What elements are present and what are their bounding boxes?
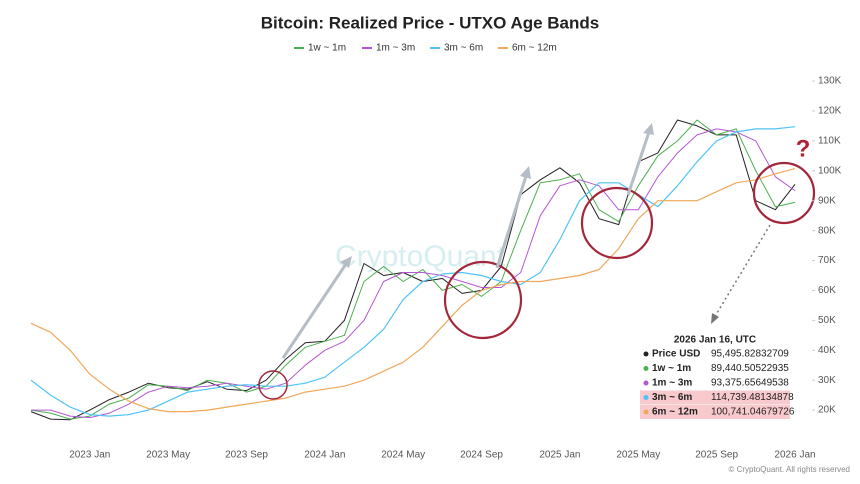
- legend-label[interactable]: 6m ~ 12m: [512, 43, 557, 54]
- x-tick-label: 2024 May: [381, 450, 425, 461]
- series-line: [31, 128, 796, 419]
- tooltip-value: 100,741.04679726: [711, 407, 795, 418]
- tooltip-value: 89,440.50522935: [711, 363, 789, 374]
- y-tick-label: 50K: [818, 315, 836, 326]
- tooltip-name: 1w ~ 1m: [652, 363, 691, 374]
- legend: 1w ~ 1m 1m ~ 3m 3m ~ 6m 6m ~ 12m: [294, 43, 557, 54]
- tooltip-highlight: [640, 390, 790, 405]
- x-tick-label: 2024 Jan: [304, 450, 345, 461]
- tooltip-marker: [643, 395, 649, 400]
- tooltip-name: 1m ~ 3m: [652, 378, 692, 389]
- tooltip-name: Price USD: [652, 349, 700, 360]
- x-tick-label: 2023 Jan: [69, 450, 110, 461]
- tooltip-marker: [643, 380, 649, 386]
- y-tick-label: 80K: [818, 225, 836, 236]
- x-tick-label: 2025 May: [616, 450, 660, 461]
- trend-arrow: [495, 175, 528, 269]
- y-tick-label: 40K: [818, 345, 836, 356]
- series-line: [30, 126, 796, 417]
- y-tick-label: 30K: [818, 375, 836, 386]
- plot-area: [30, 119, 796, 421]
- tooltip: 2026 Jan 16, UTC Price USD 95,495.82832709…: [640, 335, 795, 419]
- series-line: [30, 119, 796, 420]
- tooltip-title: 2026 Jan 16, UTC: [674, 335, 756, 346]
- x-tick-label: 2026 Jan: [774, 450, 815, 461]
- annotations: [258, 123, 816, 400]
- chart-title: Bitcoin: Realized Price - UTXO Age Bands: [261, 13, 600, 32]
- dotted-arrow: [713, 224, 771, 319]
- tooltip-name: 6m ~ 12m: [652, 407, 698, 418]
- tooltip-value: 114,739.48134878: [711, 392, 794, 403]
- y-tick-label: 130K: [818, 76, 842, 87]
- trend-arrow: [626, 131, 651, 196]
- legend-label[interactable]: 1m ~ 3m: [376, 43, 415, 54]
- trend-arrow: [281, 263, 348, 359]
- arrow-head: [643, 123, 654, 135]
- tooltip-marker: [643, 351, 649, 357]
- arrow-head: [340, 256, 352, 268]
- x-tick-label: 2024 Sep: [460, 450, 503, 461]
- arrow-head: [520, 166, 531, 179]
- tooltip-value: 95,495.82832709: [711, 349, 789, 360]
- x-tick-label: 2025 Jan: [539, 450, 580, 461]
- y-tick-label: 100K: [818, 165, 842, 176]
- legend-label[interactable]: 1w ~ 1m: [308, 43, 346, 54]
- series-line: [30, 168, 796, 413]
- tooltip-marker: [643, 409, 649, 415]
- x-tick-label: 2023 Sep: [225, 450, 268, 461]
- y-tick-label: 20K: [818, 405, 836, 416]
- y-tick-label: 110K: [818, 136, 841, 147]
- tooltip-marker: [643, 366, 649, 371]
- legend-label[interactable]: 3m ~ 6m: [444, 43, 483, 54]
- question-mark: ?: [796, 135, 811, 162]
- tooltip-highlight: [640, 405, 790, 419]
- y-tick-label: 70K: [818, 255, 836, 266]
- y-tick-label: 90K: [818, 195, 836, 206]
- footer: © CryptoQuant. All rights reserved: [729, 465, 851, 474]
- highlight-circle: [258, 370, 288, 400]
- x-tick-label: 2023 May: [146, 450, 190, 461]
- y-tick-label: 60K: [818, 285, 836, 296]
- watermark: CryptoQuant: [335, 240, 506, 273]
- tooltip-value: 93,375.65649538: [711, 378, 789, 389]
- tooltip-name: 3m ~ 6m: [652, 392, 692, 403]
- highlight-circle: [580, 186, 654, 260]
- highlight-circle: [752, 161, 816, 225]
- x-tick-label: 2025 Sep: [695, 450, 738, 461]
- highlight-circle: [443, 260, 523, 340]
- arrow-head: [711, 313, 719, 324]
- y-tick-label: 120K: [818, 106, 842, 117]
